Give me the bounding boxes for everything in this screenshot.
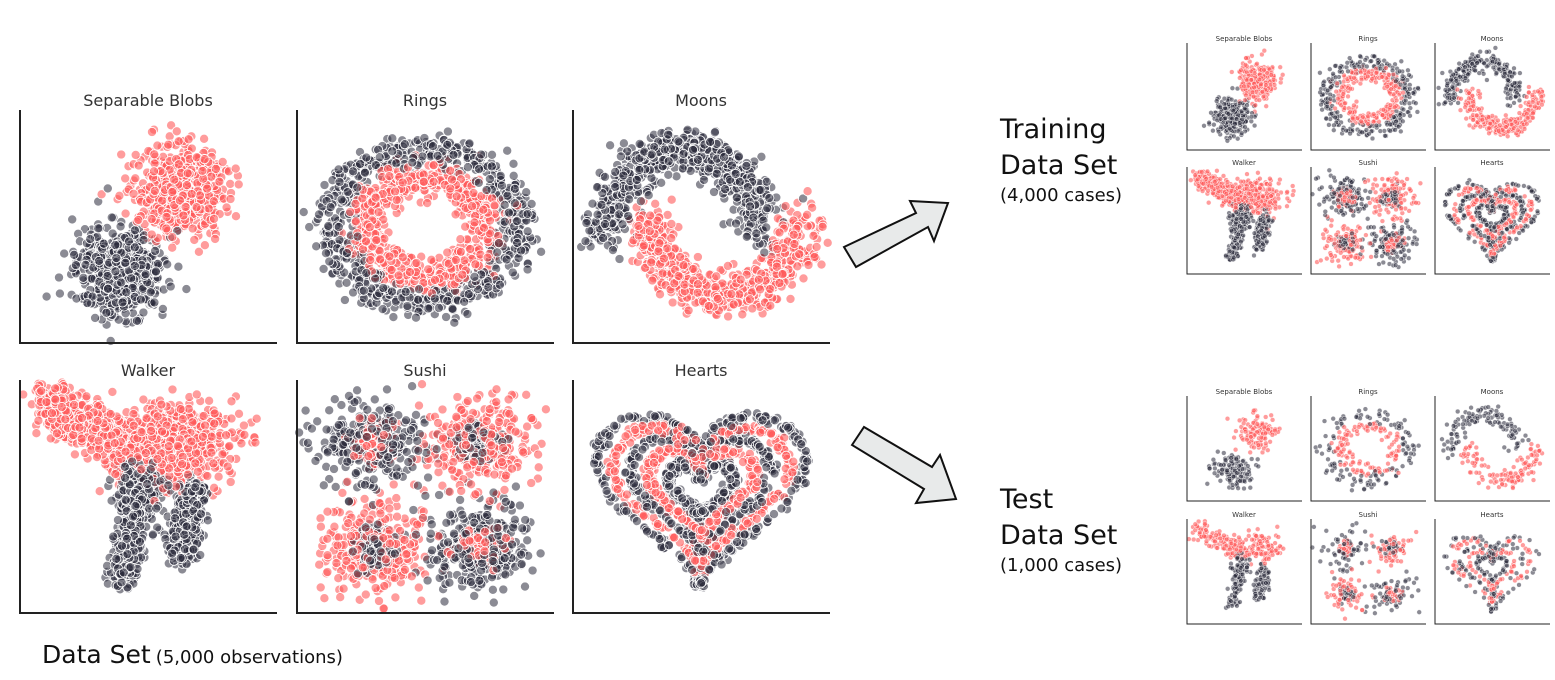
panel-title: Walker xyxy=(1232,511,1256,519)
axis-spines xyxy=(1186,43,1302,151)
dataset-caption: Data Set (5,000 observations) xyxy=(42,640,343,669)
scatter-panel-separable-blobs: Separable Blobs xyxy=(1186,33,1302,151)
panel-title: Rings xyxy=(1358,35,1378,43)
scatter-points xyxy=(1442,177,1542,265)
axis-spines xyxy=(572,380,830,614)
scatter-panel-moons: Moons xyxy=(572,90,833,344)
axis-spines xyxy=(1186,167,1302,275)
panel-title: Separable Blobs xyxy=(1216,388,1273,396)
axis-spines xyxy=(19,380,277,614)
scatter-panel-separable-blobs: Separable Blobs xyxy=(19,90,277,346)
scatter-points xyxy=(41,120,244,346)
panel-title: Rings xyxy=(1358,388,1378,396)
scatter-panel-sushi: Sushi xyxy=(294,360,554,614)
scatter-points xyxy=(18,377,262,595)
scatter-panel-hearts: Hearts xyxy=(572,360,830,614)
scatter-panel-walker: Walker xyxy=(1186,157,1302,275)
test-label: Test Data Set (1,000 cases) xyxy=(1000,482,1122,578)
scatter-panel-moons: Moons xyxy=(1434,386,1550,502)
scatter-panel-moons: Moons xyxy=(1434,33,1550,151)
panel-title: Moons xyxy=(675,91,727,110)
panel-title: Hearts xyxy=(1480,511,1503,519)
test-label-line2: Data Set xyxy=(1000,520,1118,551)
panel-title: Sushi xyxy=(1359,511,1378,519)
axis-spines xyxy=(1310,519,1426,625)
axis-spines xyxy=(1434,396,1550,502)
arrow-to-test xyxy=(850,425,958,505)
scatter-points xyxy=(1313,406,1422,493)
scatter-points xyxy=(1309,520,1422,622)
scatter-points xyxy=(588,407,814,593)
scatter-points xyxy=(1186,518,1286,611)
axis-spines xyxy=(1434,43,1550,151)
axis-spines xyxy=(1434,167,1550,275)
scatter-points xyxy=(1439,403,1545,491)
scatter-points xyxy=(298,126,547,328)
panel-title: Separable Blobs xyxy=(1216,35,1273,43)
training-label-line1: Training xyxy=(1000,114,1107,145)
axis-spines xyxy=(1434,519,1550,625)
arrow-to-training xyxy=(842,199,950,269)
axis-spines xyxy=(572,110,830,344)
scatter-panel-sushi: Sushi xyxy=(1309,157,1426,275)
dataset-caption-sub: (5,000 observations) xyxy=(155,647,343,668)
axis-spines xyxy=(1310,167,1426,275)
axis-spines xyxy=(1310,396,1426,502)
axis-spines xyxy=(1186,396,1302,502)
scatter-panel-rings: Rings xyxy=(1310,386,1426,502)
panel-title: Sushi xyxy=(1359,159,1378,167)
training-label: Training Data Set (4,000 cases) xyxy=(1000,112,1122,208)
scatter-points xyxy=(1188,168,1297,263)
scatter-points xyxy=(1201,48,1286,144)
panel-title: Sushi xyxy=(403,361,446,380)
panel-title: Rings xyxy=(403,91,447,110)
dataset-caption-main: Data Set xyxy=(42,640,151,669)
test-label-count: (1,000 cases) xyxy=(1000,555,1123,576)
axis-spines xyxy=(296,110,554,344)
scatter-panel-rings: Rings xyxy=(296,90,554,344)
panel-title: Hearts xyxy=(1480,159,1503,167)
test-label-line1: Test xyxy=(1000,484,1054,515)
scatter-points xyxy=(1441,533,1542,615)
panel-title: Walker xyxy=(121,361,176,380)
axis-spines xyxy=(296,380,554,614)
axis-spines xyxy=(19,110,277,344)
scatter-panel-separable-blobs: Separable Blobs xyxy=(1186,386,1302,502)
scatter-points xyxy=(1317,53,1421,142)
scatter-panel-hearts: Hearts xyxy=(1434,157,1550,275)
panel-title: Separable Blobs xyxy=(83,91,213,110)
training-label-line2: Data Set xyxy=(1000,150,1118,181)
scatter-points xyxy=(1309,167,1424,270)
scatter-points xyxy=(294,379,551,614)
scatter-panel-hearts: Hearts xyxy=(1434,509,1550,625)
scatter-points xyxy=(576,124,833,322)
scatter-points xyxy=(1204,407,1283,492)
axis-spines xyxy=(1186,519,1302,625)
panel-title: Walker xyxy=(1232,159,1256,167)
panel-title: Moons xyxy=(1481,388,1504,396)
scatter-points xyxy=(1435,45,1546,139)
axis-spines xyxy=(1310,43,1426,151)
scatter-panel-rings: Rings xyxy=(1310,33,1426,151)
panel-title: Hearts xyxy=(675,361,728,380)
scatter-panel-walker: Walker xyxy=(1186,509,1302,625)
scatter-panel-walker: Walker xyxy=(18,360,277,614)
training-label-count: (4,000 cases) xyxy=(1000,185,1123,206)
scatter-panel-sushi: Sushi xyxy=(1309,509,1426,625)
panel-title: Moons xyxy=(1481,35,1504,43)
